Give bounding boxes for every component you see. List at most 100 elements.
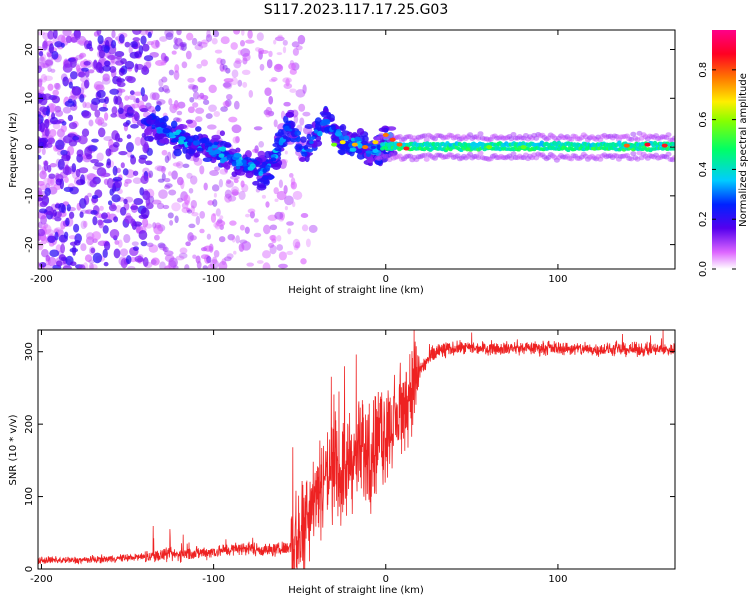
heatmap-cell [135,97,140,104]
heatmap-cell [241,30,245,36]
heatmap-cell [172,104,181,110]
heatmap-cell [216,129,222,137]
heatmap-cell [297,34,306,45]
heatmap-cell [372,140,379,145]
heatmap-cell [355,149,363,154]
heatmap-cell [188,187,194,194]
heatmap-cell [185,148,196,154]
heatmap-cell [156,202,165,210]
heatmap-cell [219,130,226,137]
heatmap-cell [146,242,154,248]
heatmap-cell [48,173,56,179]
heatmap-cell [268,50,273,58]
heatmap-cell [45,205,54,216]
heatmap-cell [62,135,73,144]
x-tick-label: -100 [202,274,225,285]
heatmap-cell [176,197,184,203]
heatmap-cell [54,41,63,48]
heatmap-cell [88,69,95,74]
heatmap-cell [202,265,208,269]
heatmap-cell [343,135,350,141]
heatmap-cell [57,158,65,170]
heatmap-cell [141,132,147,138]
heatmap-cell [195,215,201,226]
heatmap-cell [346,146,351,152]
heatmap-cell [276,190,287,201]
heatmap-cell [148,195,155,204]
heatmap-cell [273,119,278,128]
heatmap-cell [224,189,232,199]
heatmap-cell [195,107,205,114]
heatmap-cell [200,247,208,252]
heatmap-cell [339,146,348,150]
heatmap-cell [227,233,235,241]
heatmap-cell [292,238,301,249]
heatmap-cell [325,119,331,125]
heatmap-cell [354,136,361,142]
heatmap-cell [222,101,230,107]
heatmap-cell [339,124,347,132]
heatmap-cell [230,42,238,50]
heatmap-cell [268,242,275,248]
heatmap-cell [208,84,217,94]
heatmap-cell [96,152,104,162]
heatmap-cell [97,44,103,51]
heatmap-cell [665,132,672,138]
heatmap-cell [169,220,174,226]
heatmap-cell [365,143,373,147]
heatmap-cell [186,141,192,146]
heatmap-cell [158,86,165,93]
heatmap-cell [155,39,160,48]
heatmap-cell [120,162,125,169]
heatmap-cell [142,65,148,72]
heatmap-cell [79,94,85,103]
heatmap-cell [168,189,177,196]
heatmap-cell [196,147,204,152]
heatmap-cell [142,43,150,52]
heatmap-cell [197,41,203,47]
heatmap-cell [219,168,228,175]
heatmap-cell [207,200,214,206]
heatmap-cell [106,158,112,166]
heatmap-cell [146,115,153,120]
heatmap-cell [103,45,110,54]
heatmap-cell [155,105,161,112]
heatmap-cell [276,235,282,242]
heatmap-cell [174,215,179,224]
heatmap-cell [113,141,120,148]
heatmap-cell [136,257,145,262]
heatmap-cell [156,165,167,172]
heatmap-cell [124,215,134,224]
heatmap-cell [160,124,167,129]
heatmap-cell [47,66,52,73]
heatmap-cell [94,117,105,125]
heatmap-cell [220,157,226,164]
heatmap-cell [109,188,114,196]
heatmap-cell [242,81,248,88]
heatmap-cell [239,40,246,47]
heatmap-cell [132,177,142,185]
heatmap-cell [288,62,297,70]
heatmap-cell [62,106,72,114]
heatmap-cell [270,234,277,242]
heatmap-cell [282,39,288,46]
heatmap-cell [38,197,43,202]
heatmap-cell [114,51,125,58]
heatmap-cell [139,108,149,113]
heatmap-cell [116,78,126,83]
heatmap-cell [159,36,168,42]
heatmap-cell [144,135,155,142]
heatmap-cell [245,39,255,44]
heatmap-cell [190,199,197,209]
heatmap-cell [253,171,260,177]
heatmap-cell [165,265,171,269]
heatmap-cell [88,119,94,127]
heatmap-cell [171,170,178,180]
heatmap-cell [161,165,166,174]
heatmap-cell [242,57,248,65]
snr-line [38,330,675,569]
heatmap-cell [286,221,294,226]
heatmap-cell [111,106,118,115]
heatmap-cell [185,241,191,247]
heatmap-cell [81,67,89,72]
